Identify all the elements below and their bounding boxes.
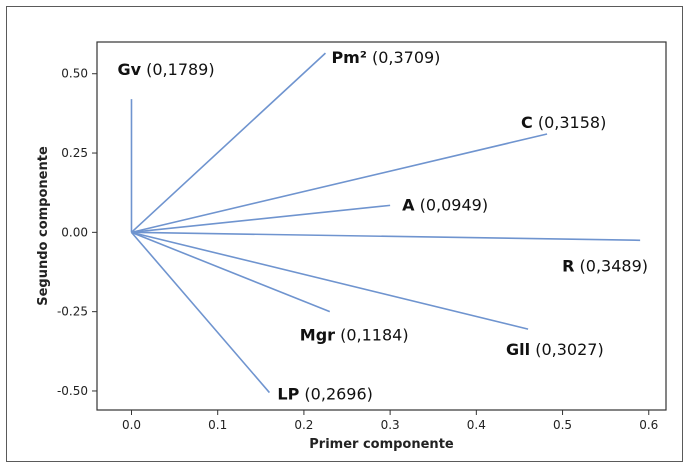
vector-name: Gll xyxy=(506,340,530,359)
x-tick-label: 0.3 xyxy=(381,418,400,432)
y-tick-label: -0.25 xyxy=(57,305,88,319)
vector-name: A xyxy=(402,195,415,214)
vector-name: LP xyxy=(277,385,299,404)
x-tick-label: 0.1 xyxy=(208,418,227,432)
vector-c xyxy=(131,133,548,234)
plot-area xyxy=(96,41,667,411)
vector-label: Mgr (0,1184) xyxy=(300,326,409,345)
y-tick-label: 0.25 xyxy=(61,146,88,160)
vector-name: Pm² xyxy=(331,48,366,67)
vector-value: (0,3709) xyxy=(367,48,441,67)
vector-pm2 xyxy=(130,52,327,233)
vector-name: C xyxy=(521,113,533,132)
vector-value: (0,3158) xyxy=(533,113,607,132)
vector-value: (0,2696) xyxy=(299,385,373,404)
vector-label: Pm² (0,3709) xyxy=(331,48,440,67)
y-axis: 0.50 0.25 0.00 -0.25 -0.50 xyxy=(57,67,97,398)
vector-label: LP (0,2696) xyxy=(277,385,372,404)
x-tick-label: 0.0 xyxy=(122,418,141,432)
vector-label: C (0,3158) xyxy=(521,113,606,132)
vector-value: (0,3489) xyxy=(574,256,648,275)
y-tick-label: -0.50 xyxy=(57,384,88,398)
vector-value: (0,1184) xyxy=(335,326,409,345)
vector-r xyxy=(131,231,641,242)
vector-value: (0,1789) xyxy=(141,60,215,79)
vector-label: Gv (0,1789) xyxy=(117,60,214,79)
chart-frame xyxy=(6,6,683,462)
vector-gll xyxy=(131,231,529,330)
vector-label: A (0,0949) xyxy=(402,195,488,214)
vector-name: R xyxy=(562,256,574,275)
vector-value: (0,3027) xyxy=(530,340,604,359)
x-tick-label: 0.6 xyxy=(639,418,658,432)
vector-a xyxy=(131,204,391,234)
label-layer: Gv (0,1789) Pm² (0,3709) C (0,3158) A (0,09… xyxy=(117,48,648,403)
y-tick-label: 0.50 xyxy=(61,67,88,81)
vector-name: Mgr xyxy=(300,326,335,345)
vector-name: Gv xyxy=(117,60,141,79)
vector-lp xyxy=(130,231,271,394)
vector-mgr xyxy=(131,231,331,313)
vector-layer xyxy=(130,52,641,394)
y-tick-label: 0.00 xyxy=(61,225,88,239)
x-tick-label: 0.5 xyxy=(553,418,572,432)
x-axis: 0.0 0.1 0.2 0.3 0.4 0.5 0.6 xyxy=(122,410,658,432)
vector-label: Gll (0,3027) xyxy=(506,340,604,359)
x-tick-label: 0.4 xyxy=(467,418,486,432)
y-axis-title: Segundo componente xyxy=(36,146,51,306)
vector-value: (0,0949) xyxy=(415,195,489,214)
x-tick-label: 0.2 xyxy=(294,418,313,432)
vector-label: R (0,3489) xyxy=(562,256,648,275)
x-axis-title: Primer componente xyxy=(309,437,454,452)
